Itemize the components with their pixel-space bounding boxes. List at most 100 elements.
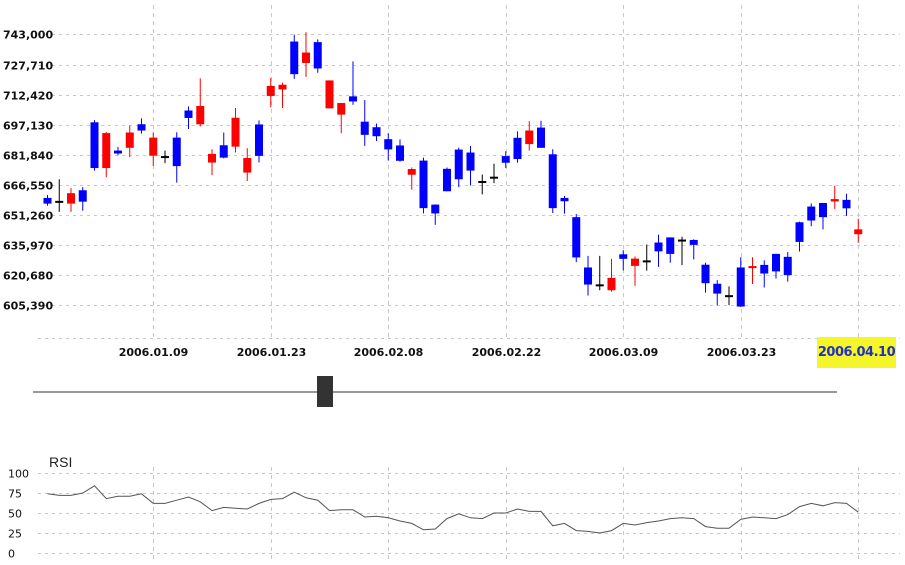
candle-body [384,139,393,150]
candle-body [501,156,510,163]
candle-body [55,200,64,203]
candle [783,252,792,282]
candle [478,174,487,195]
candle [819,202,827,230]
candle-body [607,277,616,291]
rsi-y-tick: 25 [8,528,22,541]
candle [255,120,263,163]
candle-body [513,137,522,160]
candle [149,132,158,166]
candle-body [760,264,769,274]
candle [854,218,863,243]
candle-body [102,133,111,169]
candle [325,80,334,109]
candle [678,236,686,266]
candle [772,253,780,279]
candle-body [431,204,440,214]
price-y-tick: 697,130 [3,120,53,133]
candle-body [748,266,757,269]
candle [689,239,698,260]
candle-body [43,197,52,204]
candle [90,120,99,171]
price-y-tick: 651,260 [3,210,53,223]
price-y-tick: 635,970 [3,240,53,253]
candle [114,147,122,156]
candle-body [219,145,228,158]
candle [337,103,346,134]
candle-body [172,137,181,167]
candle [78,187,87,211]
candle-body [490,176,498,179]
candle-body [842,199,851,209]
candle [137,118,146,134]
candle [584,255,592,296]
candle [736,257,745,307]
rsi-y-tick: 75 [8,488,22,501]
candle [501,151,510,169]
candle-body [478,181,487,184]
candle-body [114,150,122,154]
candle [725,286,733,306]
price-x-tick: 2006.01.09 [119,346,189,359]
candle-body [678,239,686,242]
candle [607,258,616,292]
candle-body [78,190,87,202]
candle-body [255,124,263,156]
candle [513,131,522,163]
price-x-tick: 2006.01.23 [237,346,307,359]
candle-body [325,80,334,109]
candle-body [525,130,534,145]
candle [360,100,369,146]
candle [384,133,393,161]
candle [466,146,475,186]
candlestick-series [43,32,863,307]
price-y-axis: 743,000 727,710 712,420 697,130 681,840 666,5… [3,29,53,313]
candle-body [584,267,592,285]
candle-body [137,124,146,131]
candle [443,167,451,192]
candle-body [807,206,816,221]
candle [431,204,440,225]
rsi-y-tick: 0 [8,548,15,561]
price-y-tick: 712,420 [3,90,53,103]
candle-body [572,217,581,258]
candle-body [278,84,287,90]
candle-body [619,254,628,259]
candle-body [854,229,863,235]
candle-body [290,41,299,75]
time-scroll-track[interactable] [33,391,837,393]
candle-body [642,260,651,263]
candle [748,257,757,284]
price-x-tick: 2006.03.09 [589,346,659,359]
candle-body [631,258,639,266]
rsi-y-tick: 100 [8,468,29,481]
price-y-tick: 681,840 [3,150,53,163]
candle-body [772,253,780,272]
price-x-tick: 2006.02.22 [472,346,542,359]
candle-body [67,193,75,204]
candle [396,139,404,162]
rsi-y-tick: 50 [8,508,22,521]
candle-body [419,160,428,209]
rsi-y-axis: 100 75 50 25 0 [8,468,29,561]
candle [631,256,639,286]
candle-body [713,283,722,294]
candle [595,255,604,291]
candle [349,61,357,105]
candle-body [443,168,451,192]
time-scroll-thumb[interactable] [317,376,333,407]
candle [760,260,769,288]
price-y-tick: 605,390 [3,300,53,313]
candle-body [736,267,745,307]
candle-body [149,137,158,156]
candle-body [595,284,604,287]
price-x-axis: 2006.01.09 2006.01.23 2006.02.08 2006.02.22… [119,346,894,359]
rsi-title: RSI [49,454,72,470]
candle-body [783,256,792,276]
candle-body [372,127,381,137]
candle-body [266,85,275,96]
candle-body [360,121,369,135]
candle-body [396,145,404,161]
price-x-tick: 2006.02.08 [354,346,424,359]
